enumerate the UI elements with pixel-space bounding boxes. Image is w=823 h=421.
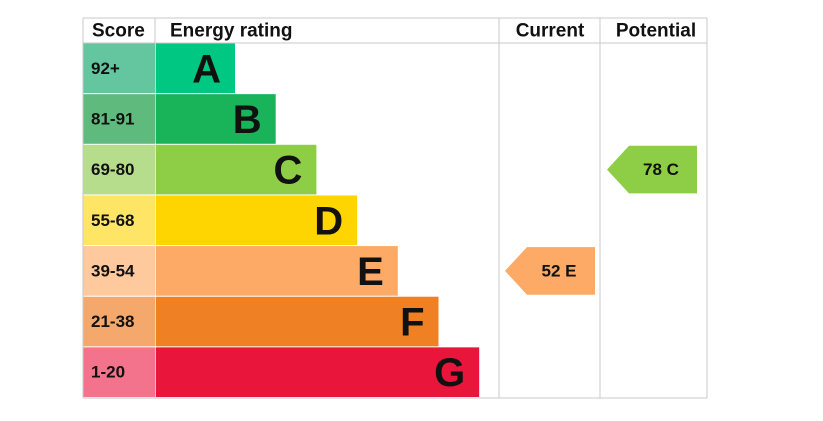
rating-letter: F — [400, 301, 424, 345]
score-cell — [83, 296, 156, 347]
potential-label: 78 C — [643, 160, 679, 179]
header-rating: Energy rating — [170, 21, 292, 42]
score-cell — [83, 144, 156, 195]
score-label: 55-68 — [91, 211, 134, 230]
rating-bar — [156, 296, 439, 347]
rating-letter: B — [233, 98, 262, 142]
score-cell — [83, 246, 156, 296]
rating-letter: A — [192, 47, 221, 91]
rating-letter: C — [274, 149, 303, 193]
rating-bar — [156, 246, 398, 296]
header-score: Score — [92, 21, 145, 42]
score-label: 81-91 — [91, 109, 134, 128]
current-arrow — [505, 247, 595, 295]
rating-letter: D — [314, 199, 343, 243]
header-potential: Potential — [616, 21, 696, 42]
rating-bar — [156, 43, 235, 94]
score-label: 1-20 — [91, 363, 125, 382]
score-label: 92+ — [91, 59, 120, 78]
rating-bar — [156, 195, 358, 246]
rating-letter: G — [434, 351, 465, 395]
rating-letter: E — [357, 250, 384, 294]
score-label: 21-38 — [91, 312, 134, 331]
rating-bar — [156, 144, 317, 195]
rating-bar — [156, 347, 480, 397]
score-cell — [83, 347, 156, 397]
potential-arrow — [607, 145, 697, 194]
score-cell — [83, 94, 156, 144]
header-current: Current — [516, 21, 585, 42]
score-label: 69-80 — [91, 160, 134, 179]
score-label: 39-54 — [91, 261, 135, 280]
rating-bar — [156, 94, 276, 144]
score-cell — [83, 43, 156, 94]
current-label: 52 E — [542, 261, 577, 280]
score-cell — [83, 195, 156, 246]
